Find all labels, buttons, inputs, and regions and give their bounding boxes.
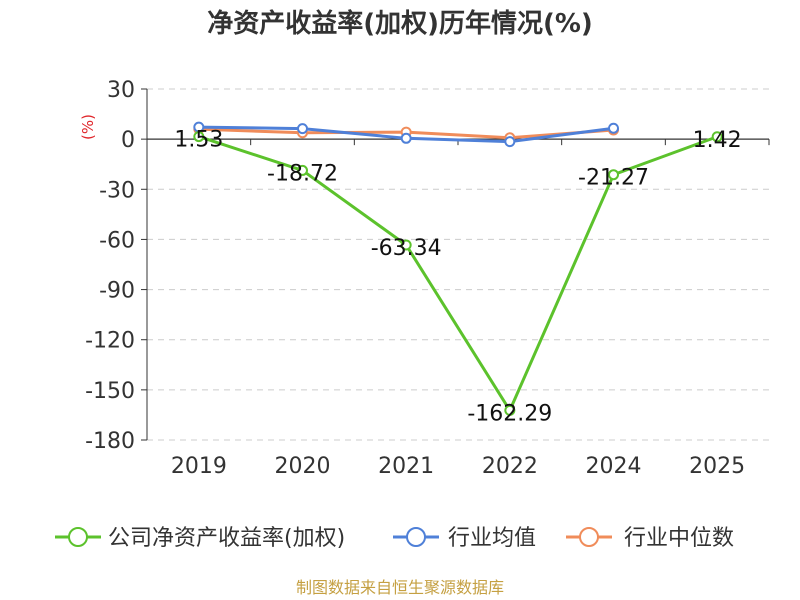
y-tick-label: -120 bbox=[85, 329, 135, 354]
y-tick-label: 30 bbox=[107, 78, 135, 103]
x-tick-label: 2019 bbox=[171, 454, 227, 479]
x-tick-label: 2024 bbox=[586, 454, 642, 479]
data-labels: 1.53 -18.72 -63.34 -162.29 -21.27 1.42 bbox=[174, 128, 741, 427]
axes: 30 0 -30 -60 -90 -120 -150 -180 2019 2020 2021 2022… bbox=[85, 78, 770, 479]
data-label: -21.27 bbox=[578, 166, 649, 191]
x-tick-label: 2020 bbox=[275, 454, 331, 479]
legend-label: 公司净资产收益率(加权) bbox=[108, 526, 345, 551]
data-point bbox=[297, 123, 308, 135]
series-line bbox=[198, 135, 718, 412]
y-tick-label: -30 bbox=[99, 178, 135, 203]
legend-label: 行业中位数 bbox=[624, 526, 734, 551]
legend-swatch-marker bbox=[579, 527, 599, 547]
data-point bbox=[193, 131, 205, 143]
data-label: 1.42 bbox=[693, 128, 742, 153]
data-label: -162.29 bbox=[467, 401, 552, 426]
legend: 公司净资产收益率(加权) 行业均值 行业中位数 bbox=[55, 526, 734, 551]
y-tick-label: -60 bbox=[99, 228, 135, 253]
data-point bbox=[608, 122, 619, 134]
data-label: -18.72 bbox=[267, 161, 338, 186]
x-tick-label: 2022 bbox=[482, 454, 538, 479]
legend-label: 行业均值 bbox=[448, 526, 536, 551]
data-point bbox=[400, 239, 412, 251]
data-label: 1.53 bbox=[174, 128, 223, 153]
x-tick-label: 2021 bbox=[378, 454, 434, 479]
data-point bbox=[504, 404, 516, 416]
data-point bbox=[608, 169, 619, 181]
y-tick-label: 0 bbox=[121, 128, 135, 153]
y-tick-label: -90 bbox=[99, 279, 135, 304]
chart-title: 净资产收益率(加权)历年情况(%) bbox=[207, 8, 593, 39]
source-note: 制图数据来自恒生聚源数据库 bbox=[296, 578, 504, 597]
grid-lines bbox=[147, 88, 769, 441]
legend-swatch-marker bbox=[68, 527, 88, 547]
series-lines bbox=[193, 121, 723, 416]
y-tick-label: -150 bbox=[85, 379, 135, 404]
legend-swatch-marker bbox=[406, 527, 426, 547]
data-point bbox=[711, 131, 723, 143]
data-point bbox=[297, 164, 308, 176]
y-tick-label: -180 bbox=[85, 429, 135, 454]
x-tick-label: 2025 bbox=[689, 454, 745, 479]
data-point bbox=[504, 136, 516, 148]
data-label: -63.34 bbox=[371, 236, 442, 261]
data-point bbox=[400, 132, 412, 144]
y-axis-unit: (%) bbox=[79, 114, 97, 140]
